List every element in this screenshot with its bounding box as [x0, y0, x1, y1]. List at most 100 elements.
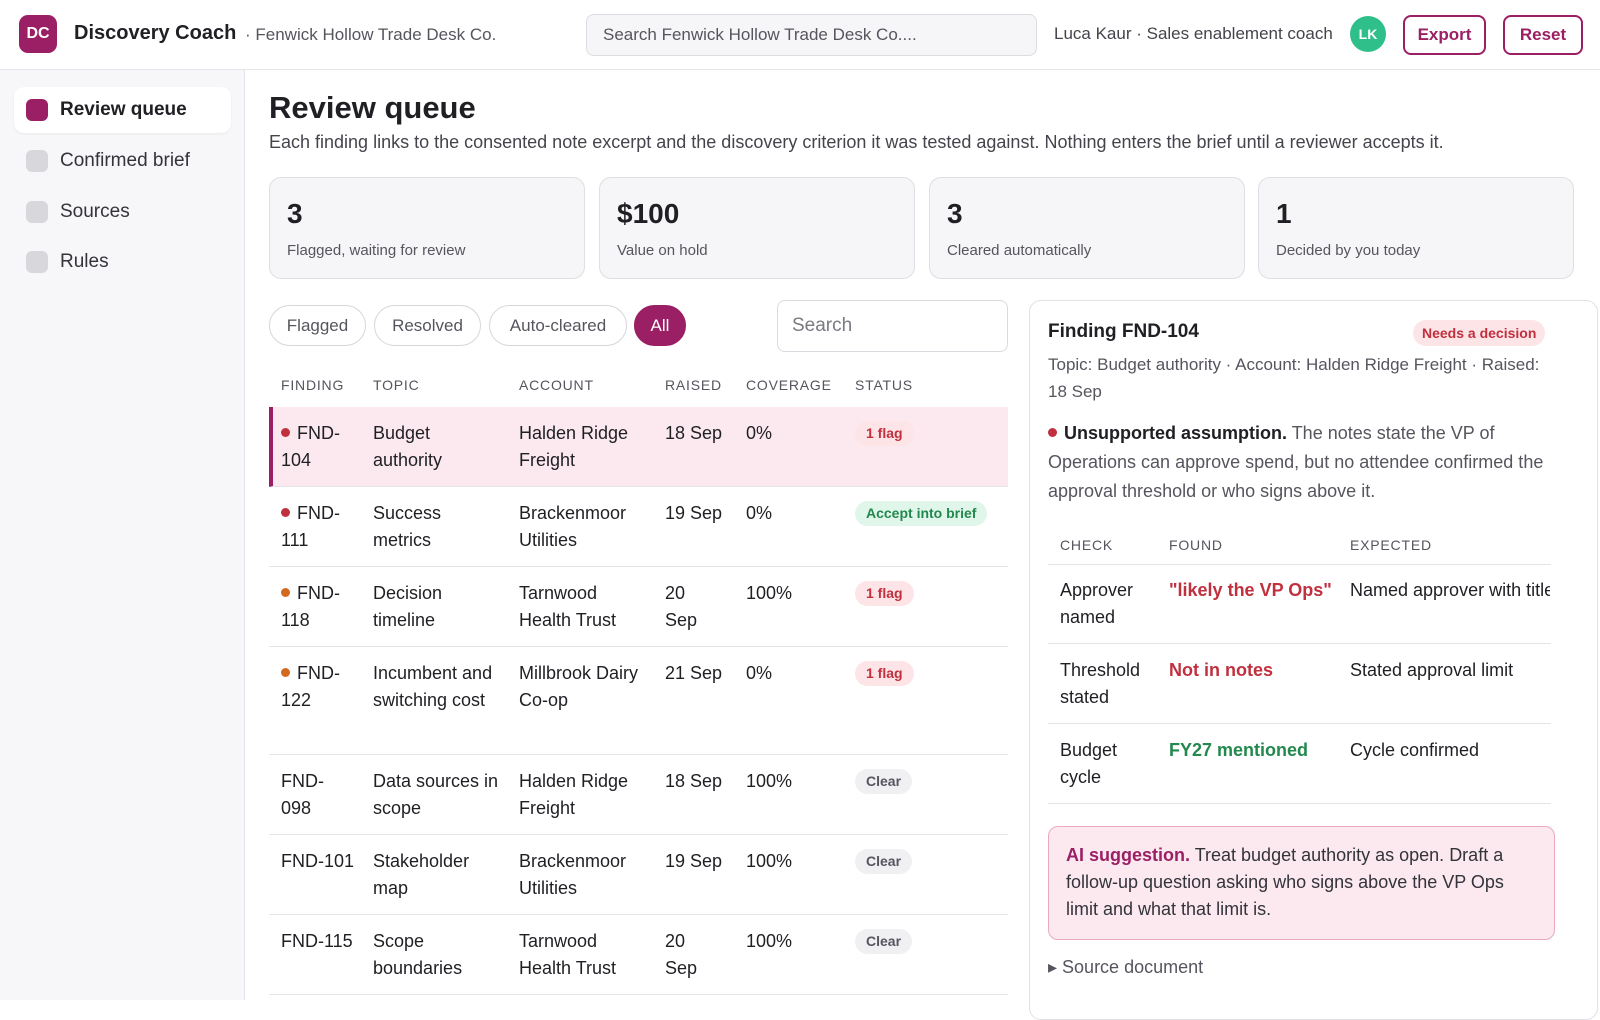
finding-detail-panel: Finding FND-104 Needs a decision Topic: … [1029, 300, 1598, 1020]
account-cell: Halden Ridge Freight [519, 771, 629, 818]
topic-cell: Incumbent and switching cost [373, 663, 493, 710]
filter-resolved[interactable]: Resolved [374, 305, 481, 346]
status-badge: 1 flag [855, 661, 914, 686]
org-name: · Fenwick Hollow Trade Desk Co. [245, 25, 497, 44]
sidebar: Review queue Confirmed brief Sources Rul… [0, 70, 245, 1000]
coverage-cell: 100% [746, 851, 793, 871]
status-badge: 1 flag [855, 421, 914, 446]
check-found: Not in notes [1169, 660, 1273, 680]
table-row[interactable]: FND-101 Stakeholder map Brackenmoor Util… [269, 835, 1008, 915]
found-column-header: FOUND [1169, 537, 1223, 553]
table-row[interactable]: FND-118 Decision timeline Tarnwood Healt… [269, 567, 1008, 647]
coverage-cell: 0% [746, 663, 773, 683]
stat-value: 1 [1276, 198, 1292, 229]
sidebar-item-label: Rules [60, 251, 109, 272]
coverage-cell: 0% [746, 423, 773, 443]
column-header-coverage[interactable]: COVERAGE [746, 377, 832, 393]
app-logo: DC [19, 15, 57, 53]
table-row[interactable]: FND-104 Budget authority Halden Ridge Fr… [269, 407, 1008, 487]
panel-meta: Topic: Budget authority · Account: Halde… [1048, 355, 1540, 401]
check-found: "likely the VP Ops" [1169, 580, 1332, 600]
account-cell: Halden Ridge Freight [519, 423, 629, 470]
sidebar-item-review-queue[interactable]: Review queue [14, 87, 231, 133]
check-found: FY27 mentioned [1169, 740, 1309, 760]
stat-card-cleared: 3 Cleared automatically [929, 177, 1245, 279]
finding-summary: Unsupported assumption. The notes state … [1048, 423, 1544, 501]
filter-flagged[interactable]: Flagged [269, 305, 366, 346]
alert-dot-icon [1048, 428, 1057, 437]
coverage-cell: 100% [746, 931, 793, 951]
status-dot-icon [281, 668, 290, 677]
check-expected: Cycle confirmed [1350, 740, 1480, 760]
raised-cell: 18 Sep [665, 771, 723, 791]
column-header-raised[interactable]: RAISED [665, 377, 722, 393]
table-row[interactable]: FND-115 Scope boundaries Tarnwood Health… [269, 915, 1008, 995]
rules-icon [26, 251, 48, 273]
raised-cell: 21 Sep [665, 663, 723, 683]
page-description: Each finding links to the consented note… [269, 132, 1444, 152]
stat-label: Flagged, waiting for review [287, 242, 466, 259]
topic-cell: Success metrics [373, 503, 442, 550]
raised-cell: 20 Sep [665, 931, 698, 978]
expected-column-header: EXPECTED [1350, 537, 1432, 553]
source-document-toggle[interactable]: ▸ Source document [1048, 957, 1204, 977]
column-header-account[interactable]: ACCOUNT [519, 377, 594, 393]
stat-value: 3 [287, 198, 303, 229]
divider [1048, 564, 1551, 565]
status-dot-icon [281, 508, 290, 517]
app-title: Discovery Coach [74, 22, 237, 44]
raised-cell: 18 Sep [665, 423, 723, 443]
panel-title: Finding FND-104 [1048, 321, 1199, 342]
sidebar-item-label: Sources [60, 201, 130, 222]
global-search-input[interactable] [586, 14, 1037, 56]
sidebar-item-rules[interactable]: Rules [14, 239, 231, 285]
stat-label: Cleared automatically [947, 242, 1092, 259]
table-search-input[interactable] [777, 300, 1008, 352]
raised-cell: 19 Sep [665, 851, 723, 871]
finding-cell: FND-118 [281, 583, 340, 630]
check-expected: Named approver with title [1350, 580, 1550, 600]
sidebar-item-sources[interactable]: Sources [14, 189, 231, 235]
finding-cell: FND-122 [281, 663, 340, 710]
stat-value: $100 [617, 198, 680, 229]
review-queue-icon [26, 99, 48, 121]
check-expected: Stated approval limit [1350, 660, 1514, 680]
export-button[interactable]: Export [1403, 15, 1486, 55]
coverage-cell: 100% [746, 583, 793, 603]
topic-cell: Scope boundaries [373, 931, 463, 978]
stat-label: Decided by you today [1276, 242, 1421, 259]
status-badge: Clear [855, 849, 913, 874]
table-row[interactable]: FND-098 Data sources in scope Halden Rid… [269, 755, 1008, 835]
finding-cell: FND-104 [281, 423, 340, 470]
sources-icon [26, 201, 48, 223]
topic-cell: Budget authority [373, 423, 443, 470]
topic-cell: Data sources in scope [373, 771, 499, 818]
filter-all[interactable]: All [634, 305, 686, 346]
coverage-cell: 100% [746, 771, 793, 791]
stat-value: 3 [947, 198, 963, 229]
table-row[interactable]: FND-122 Incumbent and switching cost Mil… [269, 647, 1008, 755]
column-header-status[interactable]: STATUS [855, 377, 913, 393]
needs-decision-badge: Needs a decision [1413, 320, 1546, 346]
top-bar: DC Discovery Coach · Fenwick Hollow Trad… [0, 0, 1600, 70]
accept-into-brief-badge[interactable]: Accept into brief [855, 501, 988, 526]
stat-label: Value on hold [617, 242, 708, 259]
finding-cell: FND-101 [281, 851, 355, 871]
status-badge: 1 flag [855, 581, 914, 606]
reset-button[interactable]: Reset [1503, 15, 1583, 55]
stat-card-decided: 1 Decided by you today [1258, 177, 1574, 279]
check-name: Approver named [1060, 580, 1134, 627]
table-row[interactable]: FND-111 Success metrics Brackenmoor Util… [269, 487, 1008, 567]
stat-card-flagged: 3 Flagged, waiting for review [269, 177, 585, 279]
sidebar-item-confirmed-brief[interactable]: Confirmed brief [14, 138, 231, 184]
column-header-finding[interactable]: FINDING [281, 377, 345, 393]
raised-cell: 19 Sep [665, 503, 723, 523]
page-title: Review queue [269, 90, 476, 125]
avatar[interactable]: LK [1350, 16, 1386, 52]
account-cell: Tarnwood Health Trust [519, 931, 617, 978]
topic-cell: Decision timeline [373, 583, 443, 630]
check-name: Budget cycle [1060, 740, 1118, 787]
column-header-topic[interactable]: TOPIC [373, 377, 420, 393]
filter-auto-cleared[interactable]: Auto-cleared [489, 305, 627, 346]
check-row: Budget cycle FY27 mentioned Cycle confir… [1048, 724, 1551, 804]
